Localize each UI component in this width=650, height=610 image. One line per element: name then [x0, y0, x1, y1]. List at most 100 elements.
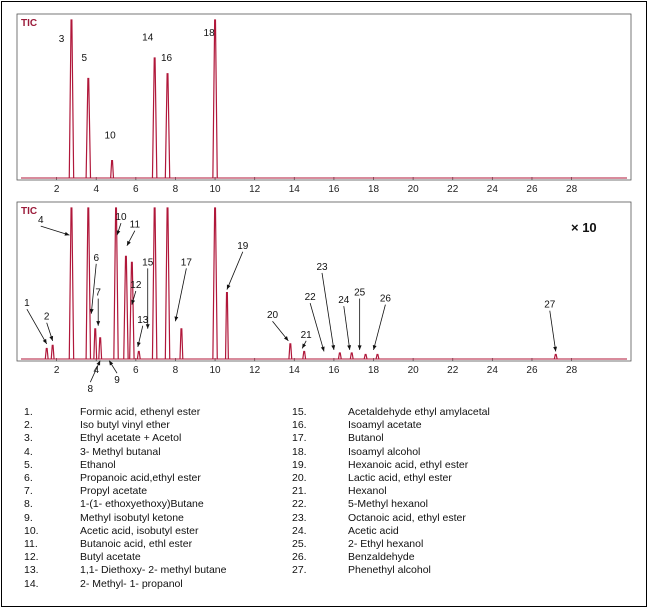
x-tick-label: 18 [368, 365, 380, 376]
legend-number: 19. [292, 458, 307, 471]
peak-26 [375, 353, 380, 360]
legend-compound-name: Iso butyl vinyl ether [80, 419, 170, 432]
x-tick-label: 16 [328, 365, 340, 376]
peak-16 [164, 207, 171, 360]
legend-compound-name: Phenethyl alcohol [348, 564, 431, 577]
peak-14 [151, 207, 158, 360]
x-tick-label: 22 [447, 365, 459, 376]
legend-compound-name: Hexanoic acid, ethyl ester [348, 458, 469, 471]
peak-23 [337, 352, 342, 360]
legend-number: 24. [292, 524, 307, 537]
legend-number: 12. [24, 551, 39, 564]
x-tick-label: 4 [93, 365, 99, 376]
x-tick-label: 8 [173, 184, 179, 195]
legend-number: 3. [24, 432, 33, 445]
arrowhead-22 [320, 346, 325, 352]
legend-number: 1. [24, 406, 33, 418]
arrowhead-4 [64, 231, 70, 236]
peak-16 [164, 73, 171, 179]
peak-label-18: 18 [204, 28, 216, 39]
legend-number: 21. [292, 485, 307, 498]
legend-number: 8. [24, 498, 33, 511]
legend-compound-name: 1-(1- ethoxyethoxy)Butane [80, 498, 204, 511]
peak-25 [363, 353, 368, 360]
tic-label: TIC [21, 18, 37, 29]
peak-label-6: 6 [93, 253, 99, 264]
x-tick-label: 8 [173, 365, 179, 376]
peak-label-12: 12 [130, 280, 142, 291]
arrowhead-17 [174, 316, 179, 322]
arrowhead-23 [331, 345, 336, 350]
legend-number: 17. [292, 432, 307, 445]
arrowhead-12 [131, 299, 136, 305]
peak-6 [93, 328, 98, 360]
arrowhead-2 [49, 335, 54, 341]
peak-label-16: 16 [161, 53, 173, 64]
peak-4 [68, 207, 75, 360]
peak-label-21: 21 [301, 330, 313, 341]
legend-number: 2. [24, 419, 33, 432]
arrowhead-15 [145, 324, 150, 329]
scale-multiplier: × 10 [571, 220, 597, 235]
legend-compound-name: Propanoic acid,ethyl ester [80, 472, 201, 484]
x-tick-label: 14 [289, 365, 301, 376]
arrow-24 [343, 306, 351, 350]
peak-21 [302, 350, 307, 360]
arrowhead-8 [96, 360, 101, 366]
legend-number: 4. [24, 445, 33, 458]
arrow-19 [226, 251, 244, 290]
arrowhead-13 [136, 341, 141, 347]
x-tick-label: 10 [210, 184, 222, 195]
legend-compound-name: 3- Methyl butanal [80, 445, 161, 458]
peak-5 [85, 77, 92, 179]
arrow-4 [40, 225, 70, 236]
legend-compound-name: Formic acid, ethenyl ester [80, 406, 201, 418]
x-tick-label: 24 [487, 184, 499, 195]
arrowhead-21 [302, 343, 307, 349]
peak-20 [288, 343, 293, 360]
peak-11 [123, 255, 129, 360]
legend-number: 9. [24, 511, 33, 524]
legend-compound-name: 5-Methyl hexanol [348, 498, 428, 511]
arrowhead-19 [226, 284, 231, 290]
peak-label-20: 20 [267, 310, 279, 321]
peak-label-7: 7 [95, 288, 101, 299]
peak-2 [50, 344, 55, 360]
x-tick-label: 12 [249, 184, 261, 195]
plot-frame-2 [16, 201, 632, 362]
legend-number: 20. [292, 472, 307, 484]
peak-label-14: 14 [142, 33, 154, 44]
x-tick-label: 26 [526, 184, 538, 195]
arrowhead-10 [116, 230, 121, 236]
peak-18 [212, 207, 218, 360]
peak-3 [68, 19, 75, 179]
legend-compound-name: Ethanol [80, 458, 116, 471]
arrow-23 [321, 272, 335, 351]
x-tick-label: 6 [133, 365, 139, 376]
x-tick-label: 22 [447, 184, 459, 195]
arrow-17 [175, 268, 187, 322]
x-tick-label: 20 [408, 365, 420, 376]
peak-7 [98, 337, 103, 360]
x-tick-label: 24 [487, 365, 499, 376]
peak-17 [179, 328, 184, 360]
peak-10 [113, 207, 119, 360]
peak-label-10: 10 [105, 131, 117, 142]
legend-compound-name: Butyl acetate [80, 551, 141, 564]
x-tick-label: 10 [210, 365, 222, 376]
peak-label-10: 10 [115, 212, 127, 223]
peak-label-13: 13 [137, 315, 149, 326]
legend-number: 15. [292, 406, 307, 418]
x-tick-label: 4 [93, 184, 99, 195]
x-tick-label: 18 [368, 184, 380, 195]
arrowhead-6 [89, 308, 94, 314]
plot-frame-1 [16, 13, 632, 181]
peak-13 [136, 350, 141, 360]
legend-number: 7. [24, 485, 33, 498]
legend-number: 10. [24, 524, 39, 537]
legend-number: 13. [24, 564, 39, 577]
legend-compound-name: Isoamyl acetate [348, 419, 422, 432]
legend-compound-name: Butanoic acid, ethl ester [80, 538, 193, 550]
